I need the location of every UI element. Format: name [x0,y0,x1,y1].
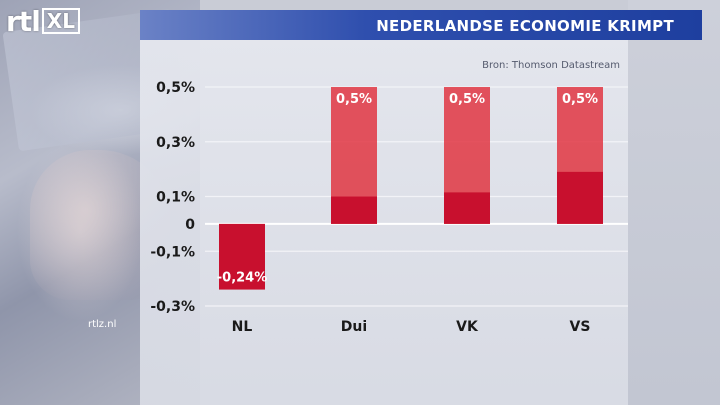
category-label: VS [570,319,591,335]
channel-logo: rtl XL [6,4,80,38]
logo-box: XL [41,8,80,34]
source-note: Bron: Thomson Datastream [482,60,620,71]
bar-inner-segment [331,196,377,224]
y-tick-label: 0,5% [156,80,195,96]
data-label: 0,5% [336,92,372,107]
category-label: VK [456,319,479,335]
y-tick-label: 0,1% [156,190,195,206]
title-bar: NEDERLANDSE ECONOMIE KRIMPT [140,10,702,40]
page-title: NEDERLANDSE ECONOMIE KRIMPT [376,17,674,35]
data-label: -0,24% [217,271,268,286]
watermark: rtlz.nl [88,319,117,330]
category-label: Dui [341,319,367,335]
bar-inner-segment [557,171,603,224]
y-tick-label: 0 [185,217,195,233]
bar-inner-segment [444,192,490,224]
data-label: 0,5% [449,92,485,107]
data-label: 0,5% [562,92,598,107]
chart-panel [140,38,628,405]
y-tick-label: -0,1% [150,244,195,260]
category-label: NL [232,319,253,335]
y-tick-label: -0,3% [150,299,195,315]
bar [219,223,265,290]
right-panel [628,0,720,405]
logo-text: rtl [6,4,41,38]
y-tick-label: 0,3% [156,135,195,151]
